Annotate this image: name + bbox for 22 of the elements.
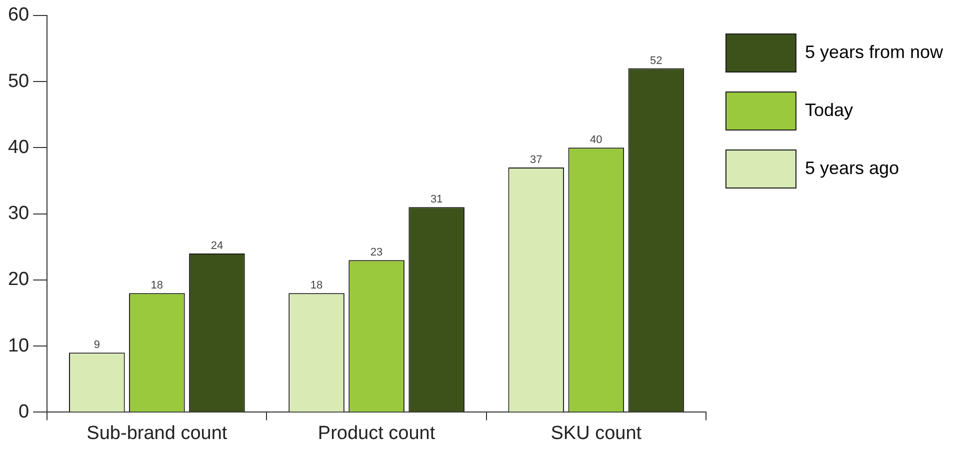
- data-label: 23: [370, 246, 383, 259]
- data-label: 18: [310, 280, 323, 292]
- data-label: 24: [210, 240, 224, 252]
- y-tick-label: 30: [8, 203, 30, 224]
- x-tick-label: SKU count: [550, 422, 642, 444]
- legend-label: 5 years ago: [804, 158, 900, 178]
- x-tick-label: Sub-brand count: [86, 422, 228, 444]
- y-tick-label: 50: [8, 70, 30, 92]
- legend-label: Today: [804, 100, 853, 120]
- data-label: 18: [150, 280, 164, 292]
- x-tick-label: Product count: [318, 422, 436, 444]
- y-tick-label: 20: [8, 269, 30, 290]
- data-label: 52: [650, 54, 662, 67]
- y-tick-label: 10: [8, 335, 30, 356]
- data-label: 37: [530, 154, 542, 166]
- legend-label: 5 years from now: [804, 42, 944, 62]
- y-tick-label: 60: [8, 4, 30, 26]
- data-label: 40: [590, 134, 602, 146]
- y-tick-label: 40: [8, 136, 30, 158]
- data-label: 31: [430, 194, 443, 206]
- y-tick-label: 0: [18, 401, 30, 422]
- data-label: 9: [94, 339, 100, 352]
